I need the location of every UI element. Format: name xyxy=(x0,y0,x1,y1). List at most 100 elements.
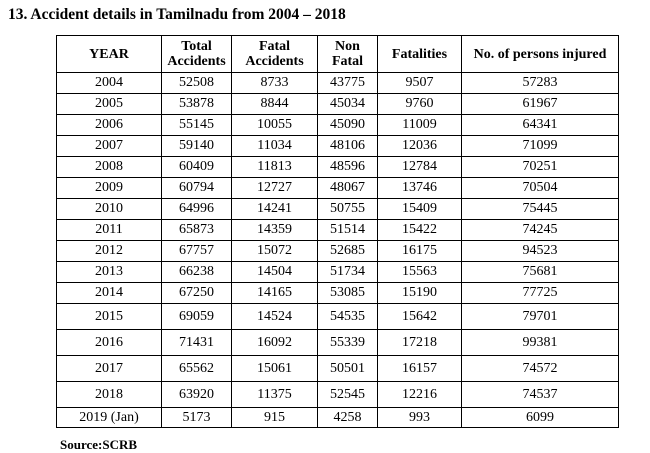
cell-persons-injured: 70504 xyxy=(461,177,619,199)
table-row: 2009 60794 12727 48067 13746 70504 xyxy=(56,177,619,199)
cell-fatal-accidents: 14524 xyxy=(231,303,318,330)
table-row: 2012 67757 15072 52685 16175 94523 xyxy=(56,240,619,262)
cell-year: 2005 xyxy=(56,93,162,115)
cell-total-accidents: 65873 xyxy=(161,219,232,241)
header-persons-injured: No. of persons injured xyxy=(461,35,619,73)
table-row: 2014 67250 14165 53085 15190 77725 xyxy=(56,282,619,304)
table-row: 2007 59140 11034 48106 12036 71099 xyxy=(56,135,619,157)
cell-non-fatal: 51734 xyxy=(317,261,378,283)
cell-fatal-accidents: 15061 xyxy=(231,355,318,382)
cell-non-fatal: 45090 xyxy=(317,114,378,136)
cell-fatalities: 9760 xyxy=(377,93,462,115)
cell-year: 2007 xyxy=(56,135,162,157)
table-row: 2017 65562 15061 50501 16157 74572 xyxy=(56,355,619,382)
cell-fatalities: 11009 xyxy=(377,114,462,136)
cell-year: 2006 xyxy=(56,114,162,136)
cell-fatalities: 12216 xyxy=(377,381,462,408)
cell-total-accidents: 66238 xyxy=(161,261,232,283)
cell-year: 2016 xyxy=(56,329,162,356)
header-total-accidents: Total Accidents xyxy=(161,35,232,73)
header-fatalities: Fatalities xyxy=(377,35,462,73)
cell-total-accidents: 59140 xyxy=(161,135,232,157)
cell-non-fatal: 43775 xyxy=(317,72,378,94)
table-title: 13. Accident details in Tamilnadu from 2… xyxy=(8,6,346,23)
cell-non-fatal: 50755 xyxy=(317,198,378,220)
cell-persons-injured: 75681 xyxy=(461,261,619,283)
cell-total-accidents: 53878 xyxy=(161,93,232,115)
cell-persons-injured: 70251 xyxy=(461,156,619,178)
cell-non-fatal: 48106 xyxy=(317,135,378,157)
cell-non-fatal: 54535 xyxy=(317,303,378,330)
table-row: 2015 69059 14524 54535 15642 79701 xyxy=(56,303,619,330)
cell-persons-injured: 64341 xyxy=(461,114,619,136)
table-row: 2013 66238 14504 51734 15563 75681 xyxy=(56,261,619,283)
table-row: 2006 55145 10055 45090 11009 64341 xyxy=(56,114,619,136)
cell-fatalities: 15190 xyxy=(377,282,462,304)
cell-persons-injured: 94523 xyxy=(461,240,619,262)
cell-fatalities: 12036 xyxy=(377,135,462,157)
cell-fatal-accidents: 14241 xyxy=(231,198,318,220)
cell-fatal-accidents: 10055 xyxy=(231,114,318,136)
cell-non-fatal: 48067 xyxy=(317,177,378,199)
cell-persons-injured: 74572 xyxy=(461,355,619,382)
cell-fatalities: 16157 xyxy=(377,355,462,382)
table-row: 2005 53878 8844 45034 9760 61967 xyxy=(56,93,619,115)
cell-persons-injured: 99381 xyxy=(461,329,619,356)
cell-total-accidents: 65562 xyxy=(161,355,232,382)
table-body: 2004 52508 8733 43775 9507 57283 2005 53878 8844… xyxy=(56,72,619,428)
cell-non-fatal: 4258 xyxy=(317,407,378,428)
cell-persons-injured: 57283 xyxy=(461,72,619,94)
cell-total-accidents: 60794 xyxy=(161,177,232,199)
cell-persons-injured: 61967 xyxy=(461,93,619,115)
cell-non-fatal: 53085 xyxy=(317,282,378,304)
table-row: 2011 65873 14359 51514 15422 74245 xyxy=(56,219,619,241)
header-year: YEAR xyxy=(56,35,162,73)
cell-fatalities: 15642 xyxy=(377,303,462,330)
cell-persons-injured: 79701 xyxy=(461,303,619,330)
cell-year: 2014 xyxy=(56,282,162,304)
cell-year: 2008 xyxy=(56,156,162,178)
cell-year: 2004 xyxy=(56,72,162,94)
cell-total-accidents: 52508 xyxy=(161,72,232,94)
cell-total-accidents: 67250 xyxy=(161,282,232,304)
table-row: 2019 (Jan) 5173 915 4258 993 6099 xyxy=(56,407,619,428)
source-note: Source:SCRB xyxy=(60,437,138,452)
cell-total-accidents: 64996 xyxy=(161,198,232,220)
cell-year: 2017 xyxy=(56,355,162,382)
cell-fatal-accidents: 11375 xyxy=(231,381,318,408)
header-non-fatal: Non Fatal xyxy=(317,35,378,73)
header-row: YEAR Total Accidents Fatal Accidents Non… xyxy=(56,35,619,73)
cell-total-accidents: 67757 xyxy=(161,240,232,262)
cell-total-accidents: 69059 xyxy=(161,303,232,330)
cell-fatal-accidents: 15072 xyxy=(231,240,318,262)
cell-year: 2013 xyxy=(56,261,162,283)
cell-fatalities: 13746 xyxy=(377,177,462,199)
cell-fatalities: 17218 xyxy=(377,329,462,356)
cell-fatalities: 9507 xyxy=(377,72,462,94)
cell-fatal-accidents: 12727 xyxy=(231,177,318,199)
cell-non-fatal: 52545 xyxy=(317,381,378,408)
cell-year: 2011 xyxy=(56,219,162,241)
table-row: 2016 71431 16092 55339 17218 99381 xyxy=(56,329,619,356)
cell-non-fatal: 48596 xyxy=(317,156,378,178)
cell-total-accidents: 60409 xyxy=(161,156,232,178)
cell-non-fatal: 45034 xyxy=(317,93,378,115)
cell-persons-injured: 74537 xyxy=(461,381,619,408)
table-row: 2008 60409 11813 48596 12784 70251 xyxy=(56,156,619,178)
cell-fatal-accidents: 14165 xyxy=(231,282,318,304)
cell-total-accidents: 63920 xyxy=(161,381,232,408)
table-row: 2004 52508 8733 43775 9507 57283 xyxy=(56,72,619,94)
cell-fatalities: 15422 xyxy=(377,219,462,241)
cell-fatalities: 16175 xyxy=(377,240,462,262)
cell-persons-injured: 75445 xyxy=(461,198,619,220)
cell-fatal-accidents: 11813 xyxy=(231,156,318,178)
table-row: 2018 63920 11375 52545 12216 74537 xyxy=(56,381,619,408)
cell-total-accidents: 5173 xyxy=(161,407,232,428)
cell-fatal-accidents: 8733 xyxy=(231,72,318,94)
cell-fatal-accidents: 14504 xyxy=(231,261,318,283)
cell-fatalities: 12784 xyxy=(377,156,462,178)
cell-fatalities: 15409 xyxy=(377,198,462,220)
cell-year: 2012 xyxy=(56,240,162,262)
cell-year: 2019 (Jan) xyxy=(56,407,162,428)
cell-fatalities: 993 xyxy=(377,407,462,428)
